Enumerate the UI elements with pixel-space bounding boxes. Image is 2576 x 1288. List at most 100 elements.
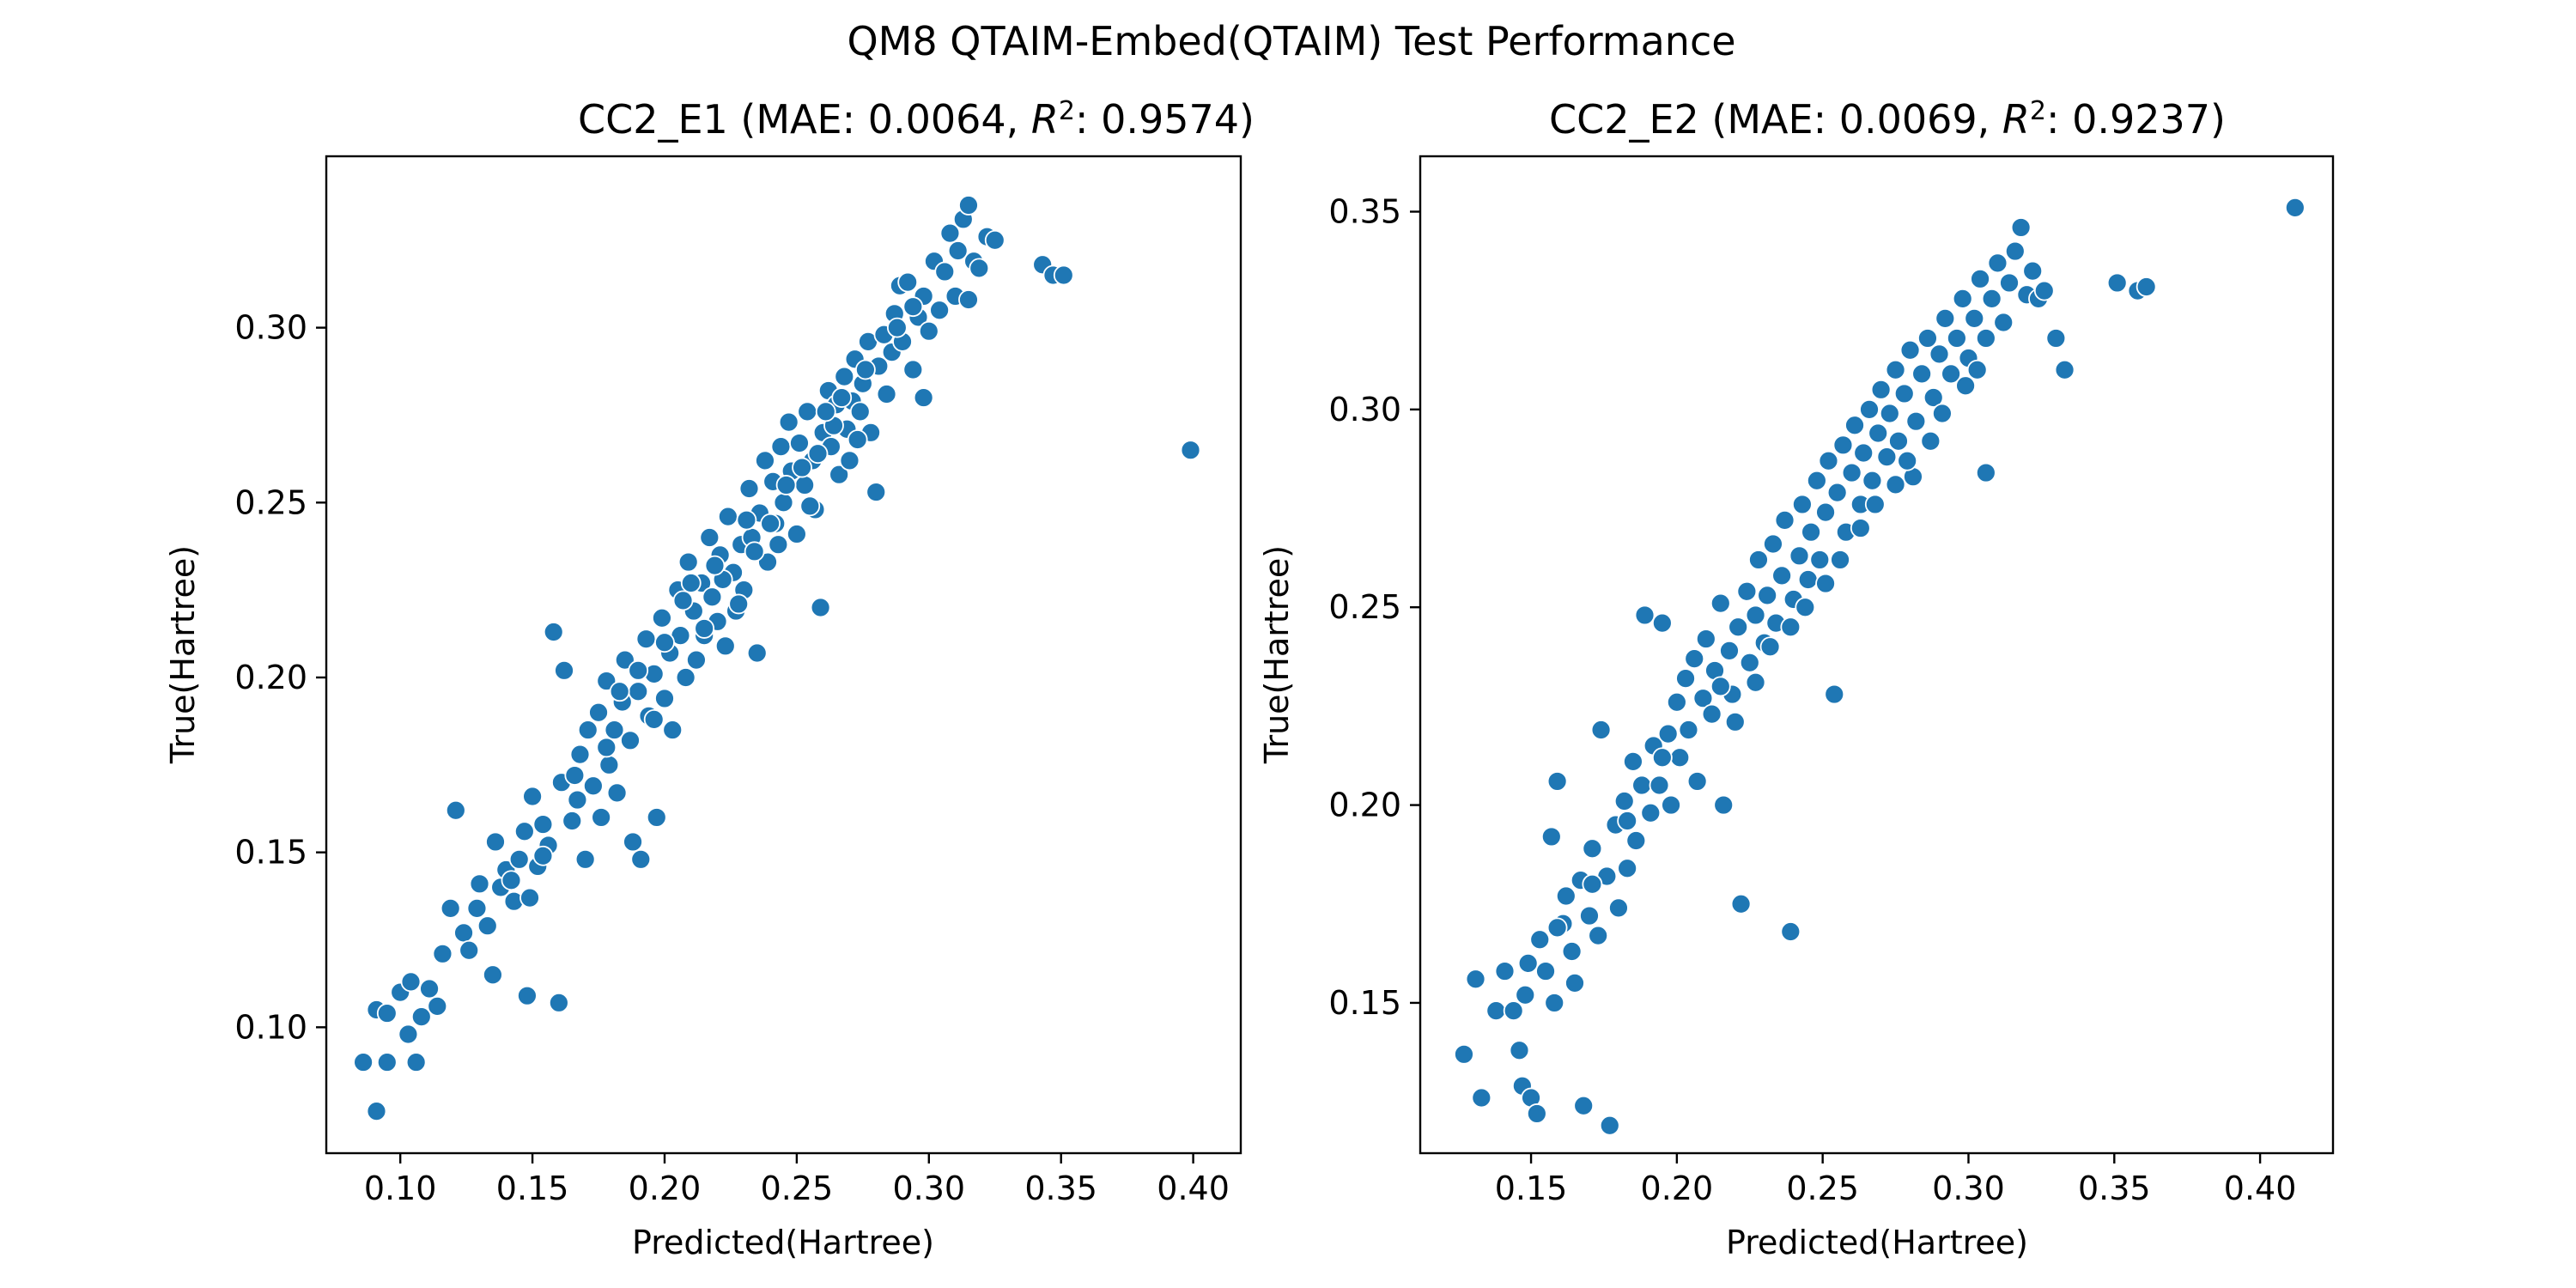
subplot-title-cc2-e1: CC2_E1 (MAE: 0.0064, R2: 0.9574) — [578, 96, 1255, 143]
scatter-point — [604, 720, 625, 740]
scatter-point — [517, 985, 538, 1006]
scatter-point — [419, 978, 440, 999]
scatter-point — [704, 555, 726, 576]
scatter-point — [1975, 462, 1996, 483]
scatter-point — [532, 845, 554, 866]
scatter-point — [1824, 683, 1845, 705]
scatter-point — [432, 943, 453, 964]
scatter-point — [1864, 494, 1886, 515]
scatter-point — [799, 495, 821, 517]
scatter-point — [1920, 430, 1941, 452]
y-axis-label-cc2-e2: True(Hartree) — [1258, 545, 1296, 764]
scatter-point — [1669, 747, 1691, 769]
scatter-point — [947, 240, 969, 261]
scatter-point — [477, 915, 498, 937]
scatter-point — [1515, 984, 1536, 1005]
scatter-point — [1640, 802, 1662, 823]
y-tick-label: 0.35 — [1328, 193, 1401, 231]
scatter-point — [1540, 826, 1562, 848]
scatter-point — [839, 450, 860, 471]
scatter-point — [1748, 550, 1769, 570]
scatter-points-cc2-e2 — [1454, 197, 2306, 1136]
scatter-point — [934, 261, 956, 283]
y-tick-label: 0.25 — [234, 483, 307, 521]
y-tick-label: 0.20 — [1328, 787, 1401, 824]
scatter-point — [1555, 885, 1577, 907]
scatter-point — [1695, 629, 1716, 649]
scatter-point — [1485, 1000, 1507, 1022]
scatter-point — [939, 222, 961, 244]
scatter-point — [588, 702, 609, 723]
scatter-point — [376, 1003, 398, 1024]
scatter-point — [1780, 617, 1801, 638]
scatter-point — [1617, 858, 1638, 879]
scatter-point — [958, 289, 979, 310]
scatter-point — [1678, 720, 1699, 740]
scatter-point — [675, 667, 696, 688]
x-tick-label: 0.35 — [2078, 1170, 2151, 1207]
x-tick-label: 0.40 — [2224, 1170, 2297, 1207]
x-axis-label-cc2-e2: Predicted(Hartree) — [1726, 1224, 2028, 1261]
scatter-point — [1932, 403, 1953, 424]
scatter-point — [757, 551, 778, 573]
scatter-point — [1471, 1087, 1492, 1109]
scatter-point — [606, 782, 628, 804]
scatter-point — [1590, 720, 1612, 740]
scatter-point — [1841, 462, 1862, 483]
subplot-title-cc2-e2: CC2_E2 (MAE: 0.0069, R2: 0.9237) — [1549, 96, 2226, 143]
scatter-point — [1651, 747, 1673, 769]
x-tick-label: 0.10 — [364, 1170, 437, 1207]
scatter-point — [1830, 550, 1850, 570]
scatter-point — [1905, 410, 1927, 432]
scatter-point — [775, 475, 797, 495]
x-tick-label: 0.25 — [1786, 1170, 1859, 1207]
scatter-point — [913, 387, 934, 408]
scatter-point — [672, 590, 694, 611]
scatter-point — [2136, 276, 2157, 297]
scatter-point — [744, 541, 765, 562]
scatter-point — [768, 534, 789, 556]
scatter-point — [466, 897, 488, 919]
scatter-point — [760, 513, 781, 534]
scatter-point — [714, 635, 736, 657]
scatter-point — [591, 807, 612, 828]
x-tick-label: 0.20 — [1641, 1170, 1714, 1207]
plot-frame-cc2-e1 — [325, 155, 1242, 1155]
scatter-point — [1454, 1043, 1474, 1065]
scatter-point — [596, 737, 617, 758]
scatter-point — [1757, 585, 1778, 606]
scatter-point — [628, 659, 649, 681]
scatter-point — [1780, 921, 1801, 942]
scatter-point — [1724, 711, 1746, 732]
scatter-point — [1885, 359, 1906, 380]
scatter-point — [628, 681, 649, 702]
scatter-point — [984, 229, 1005, 251]
scatter-point — [445, 799, 466, 821]
scatter-point — [543, 622, 564, 642]
y-tick-label: 0.30 — [1328, 391, 1401, 428]
scatter-point — [453, 922, 474, 944]
scatter-point — [2004, 240, 2026, 262]
scatter-point — [847, 429, 868, 450]
scatter-point — [1970, 268, 1990, 289]
scatter-point — [897, 271, 919, 293]
scatter-point — [792, 457, 812, 478]
scatter-point — [728, 593, 750, 615]
scatter-point — [1649, 775, 1670, 796]
scatter-point — [1529, 929, 1551, 951]
scatter-point — [1579, 905, 1600, 927]
scatter-point — [564, 765, 586, 786]
scatter-point — [902, 359, 924, 380]
x-tick-label: 0.35 — [1024, 1170, 1097, 1207]
scatter-point — [485, 831, 506, 853]
scatter-point — [694, 618, 715, 639]
scatter-point — [929, 300, 951, 321]
scatter-point — [1853, 442, 1874, 464]
scatter-point — [1952, 288, 1973, 309]
scatter-point — [567, 789, 588, 811]
scatter-point — [902, 296, 924, 318]
scatter-point — [1897, 450, 1918, 471]
scatter-point — [2054, 359, 2075, 380]
scatter-point — [1941, 363, 1962, 385]
